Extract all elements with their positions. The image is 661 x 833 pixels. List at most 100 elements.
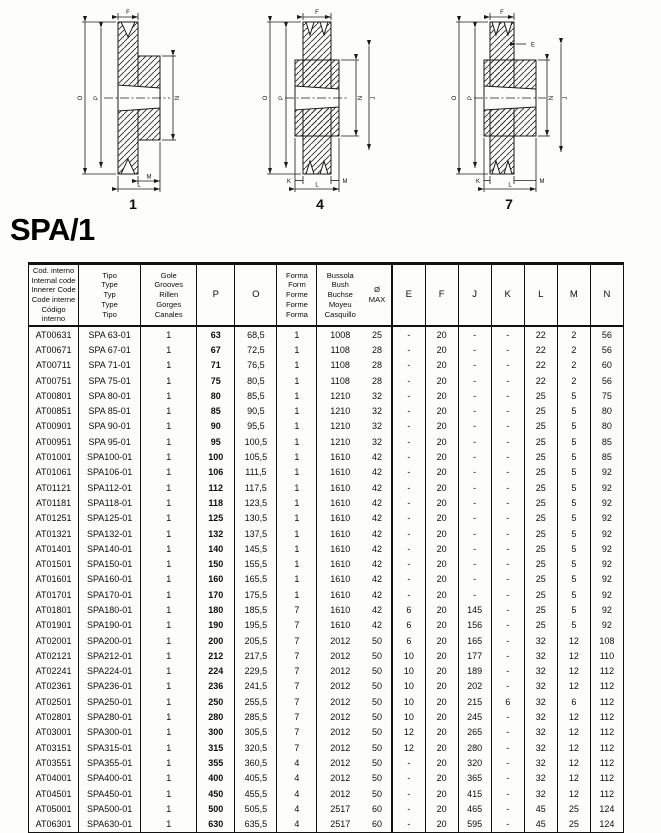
cell-m: 12 (557, 770, 591, 786)
cell-j: - (458, 556, 492, 572)
cell-k: - (491, 372, 525, 389)
cell-e: - (392, 342, 426, 358)
cell-k: - (491, 556, 525, 572)
pulley-drawing-form-1: F O P N M L (78, 10, 181, 192)
cell-type: SPA450-01 (78, 785, 142, 802)
cell-l: 25 (524, 449, 558, 465)
cell-m: 5 (557, 495, 591, 511)
cell-n: 112 (590, 724, 625, 741)
cell-f: 20 (425, 541, 459, 557)
cell-form: 1 (276, 479, 318, 496)
cell-form: 1 (276, 357, 318, 373)
cell-f: 20 (425, 678, 459, 695)
cell-n: 56 (590, 326, 625, 343)
figure-caption-4: 4 (316, 196, 324, 212)
cell-o: 145,5 (234, 541, 278, 557)
col-header-omax: Ø MAX (363, 263, 394, 327)
cell-p: 180 (196, 602, 236, 618)
cell-e: - (392, 510, 426, 526)
cell-form: 1 (276, 434, 318, 450)
cell-bush: 2012 (330, 696, 351, 707)
cell-l: 32 (524, 648, 558, 664)
cell-f: 20 (425, 617, 459, 633)
cell-code: AT00801 (28, 388, 80, 404)
cell-e: 10 (392, 709, 426, 725)
cell-j: - (458, 479, 492, 496)
cell-bush: 1610 (330, 452, 351, 463)
cell-m: 12 (557, 724, 591, 741)
cell-form: 1 (276, 449, 318, 465)
cell-o: 195,5 (234, 617, 278, 633)
cell-m: 12 (557, 632, 591, 649)
cell-e: 10 (392, 663, 426, 679)
cell-l: 32 (524, 709, 558, 725)
cell-form: 1 (276, 326, 318, 343)
cell-p: 67 (196, 342, 236, 358)
cell-bush: 1108 (330, 360, 350, 371)
cell-o: 105,5 (234, 449, 278, 465)
cell-grooves: 1 (140, 418, 198, 435)
cell-code: AT01901 (28, 617, 80, 633)
cell-l: 25 (524, 525, 558, 542)
cell-omax: 42 (363, 464, 394, 480)
cell-k: - (491, 816, 525, 833)
cell-omax: 28 (363, 342, 394, 358)
dim-label-K: K (287, 179, 291, 185)
cell-form: 4 (276, 816, 318, 833)
cell-k: - (491, 648, 525, 664)
cell-p: 500 (196, 801, 236, 817)
cell-e: - (392, 464, 426, 480)
table-row: AT04501 SPA450-01 1 450 455,5 4 2012 50-20 415-3… (28, 785, 625, 802)
cell-l: 25 (524, 403, 558, 419)
cell-p: 85 (196, 403, 236, 419)
table-row: AT05001 SPA500-01 1 500 505,5 4 2517 60-20 465-4… (28, 801, 625, 817)
cell-e: - (392, 403, 426, 419)
cell-j: 265 (458, 724, 492, 741)
cell-code: AT00671 (28, 342, 80, 358)
cell-code: AT01501 (28, 556, 80, 572)
cell-o: 505,5 (234, 801, 278, 817)
cell-form: 1 (276, 587, 318, 603)
cell-l: 25 (524, 464, 558, 480)
cell-code: AT03151 (28, 740, 80, 756)
cell-j: 165 (458, 632, 492, 649)
cell-k: - (491, 801, 525, 817)
cell-m: 5 (557, 571, 591, 588)
cell-type: SPA 63-01 (78, 326, 142, 343)
table-row: AT00951 SPA 95-01 1 95 100,5 1 1210 32-20- -25 5 8… (28, 434, 625, 450)
cell-code: AT02361 (28, 678, 80, 695)
cell-k: - (491, 663, 525, 679)
cell-m: 5 (557, 587, 591, 603)
cell-m: 5 (557, 449, 591, 465)
cell-j: - (458, 510, 492, 526)
cell-form: 4 (276, 755, 318, 771)
cell-k: - (491, 388, 525, 404)
cell-type: SPA224-01 (78, 663, 142, 679)
table-row: AT03551 SPA355-01 1 355 360,5 4 2012 50-20 320-3… (28, 755, 625, 771)
cell-m: 12 (557, 648, 591, 664)
cell-e: - (392, 372, 426, 389)
cell-o: 175,5 (234, 587, 278, 603)
cell-type: SPA106-01 (78, 464, 142, 480)
cell-grooves: 1 (140, 617, 198, 633)
col-header-o: O (234, 263, 278, 327)
cell-form: 1 (276, 418, 318, 435)
dim-label-N: N (358, 96, 364, 100)
cell-form: 4 (276, 801, 318, 817)
cell-p: 315 (196, 740, 236, 756)
cell-code: AT01181 (28, 495, 80, 511)
cell-f: 20 (425, 388, 459, 404)
cell-f: 20 (425, 479, 459, 496)
cell-k: - (491, 571, 525, 588)
cell-grooves: 1 (140, 525, 198, 542)
table-row: AT02001 SPA200-01 1 200 205,5 7 2012 50 6 20 165-3… (28, 632, 625, 649)
cell-o: 217,5 (234, 648, 278, 664)
cell-e: - (392, 571, 426, 588)
cell-type: SPA280-01 (78, 709, 142, 725)
table-row: AT01401 SPA140-01 1 140 145,5 1 1610 42-20- -25 5… (28, 541, 625, 557)
cell-grooves: 1 (140, 495, 198, 511)
cell-o: 205,5 (234, 632, 278, 649)
cell-k: - (491, 755, 525, 771)
cell-type: SPA200-01 (78, 632, 142, 649)
cell-e: - (392, 587, 426, 603)
